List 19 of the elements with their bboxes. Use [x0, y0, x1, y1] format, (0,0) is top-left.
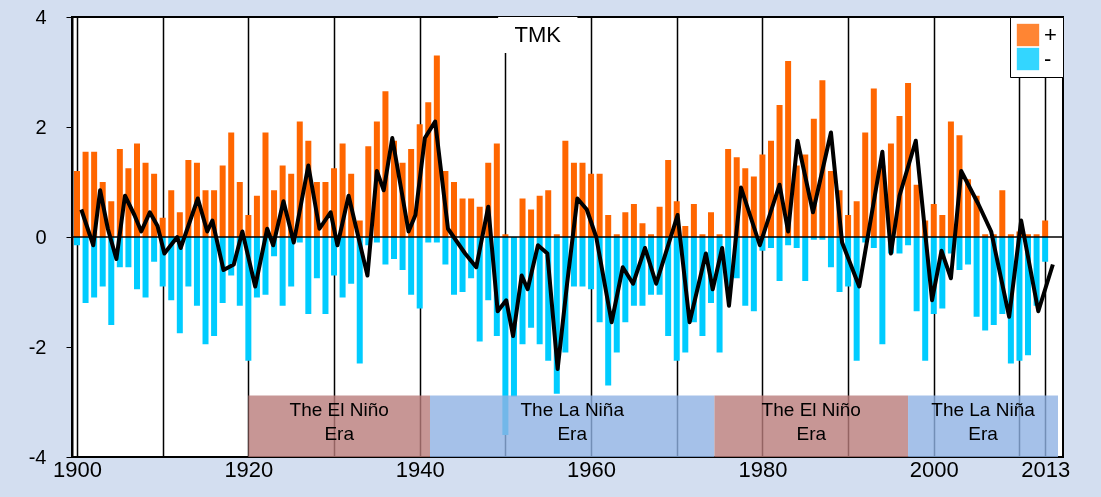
y-tick-label: 0 — [35, 225, 47, 248]
band-label: The El Niño Era — [289, 399, 389, 445]
y-tick-label: -2 — [28, 335, 47, 358]
x-tick-label: 1980 — [738, 456, 788, 482]
x-tick-label: 1960 — [567, 456, 617, 482]
y-tick-label: 2 — [35, 115, 47, 138]
x-tick-label: 2013 — [1021, 456, 1071, 482]
x-tick-label: 1900 — [53, 456, 102, 482]
x-tick-label: 1920 — [224, 456, 274, 482]
x-tick-label: 1940 — [395, 456, 445, 482]
legend-label: - — [1044, 46, 1052, 71]
legend-label: + — [1044, 22, 1057, 47]
band-label: The El Niño Era — [761, 399, 861, 445]
band-label: The La Niña Era — [931, 399, 1036, 445]
chart-title: TMK — [514, 22, 562, 47]
band-label: The La Niña Era — [520, 399, 625, 445]
x-tick-label: 2000 — [909, 456, 959, 482]
y-tick-label: -4 — [28, 445, 47, 468]
y-tick-label: 4 — [35, 5, 47, 28]
